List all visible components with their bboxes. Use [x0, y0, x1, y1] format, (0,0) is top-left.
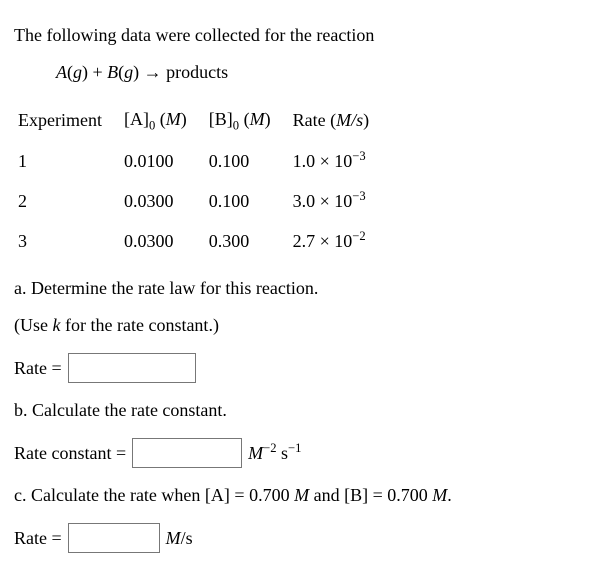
intro-text: The following data were collected for th…	[14, 22, 597, 49]
table-row: 1 0.0100 0.100 1.0 × 10−3	[14, 141, 387, 181]
cell-b0: 0.100	[205, 181, 289, 221]
rate-c-label: Rate =	[14, 525, 62, 552]
data-table: Experiment [A]0 (M) [B]0 (M) Rate (M/s) …	[14, 100, 387, 261]
cell-rate: 1.0 × 10−3	[289, 141, 388, 181]
cell-a0: 0.0300	[120, 221, 205, 261]
cell-rate: 2.7 × 10−2	[289, 221, 388, 261]
cell-b0: 0.100	[205, 141, 289, 181]
cell-exp: 2	[14, 181, 120, 221]
part-a-hint: (Use k for the rate constant.)	[14, 312, 597, 339]
rate-constant-label: Rate constant =	[14, 440, 126, 467]
table-header-row: Experiment [A]0 (M) [B]0 (M) Rate (M/s)	[14, 100, 387, 141]
col-b0: [B]0 (M)	[205, 100, 289, 141]
cell-a0: 0.0100	[120, 141, 205, 181]
rate-constant-unit: M−2 s−1	[248, 439, 301, 467]
cell-a0: 0.0300	[120, 181, 205, 221]
cell-rate: 3.0 × 10−3	[289, 181, 388, 221]
col-rate: Rate (M/s)	[289, 100, 388, 141]
rate-constant-input[interactable]	[132, 438, 242, 468]
cell-b0: 0.300	[205, 221, 289, 261]
col-experiment: Experiment	[14, 100, 120, 141]
table-row: 3 0.0300 0.300 2.7 × 10−2	[14, 221, 387, 261]
rate-law-input[interactable]	[68, 353, 196, 383]
part-a-prompt: a. Determine the rate law for this react…	[14, 275, 597, 302]
reaction-equation: A(g) + B(g) → products	[56, 59, 597, 86]
part-c-prompt: c. Calculate the rate when [A] = 0.700 M…	[14, 482, 597, 509]
col-a0: [A]0 (M)	[120, 100, 205, 141]
part-b-prompt: b. Calculate the rate constant.	[14, 397, 597, 424]
rate-c-unit: M/s	[166, 525, 193, 552]
table-row: 2 0.0300 0.100 3.0 × 10−3	[14, 181, 387, 221]
cell-exp: 3	[14, 221, 120, 261]
cell-exp: 1	[14, 141, 120, 181]
rate-label: Rate =	[14, 355, 62, 382]
rate-c-input[interactable]	[68, 523, 160, 553]
